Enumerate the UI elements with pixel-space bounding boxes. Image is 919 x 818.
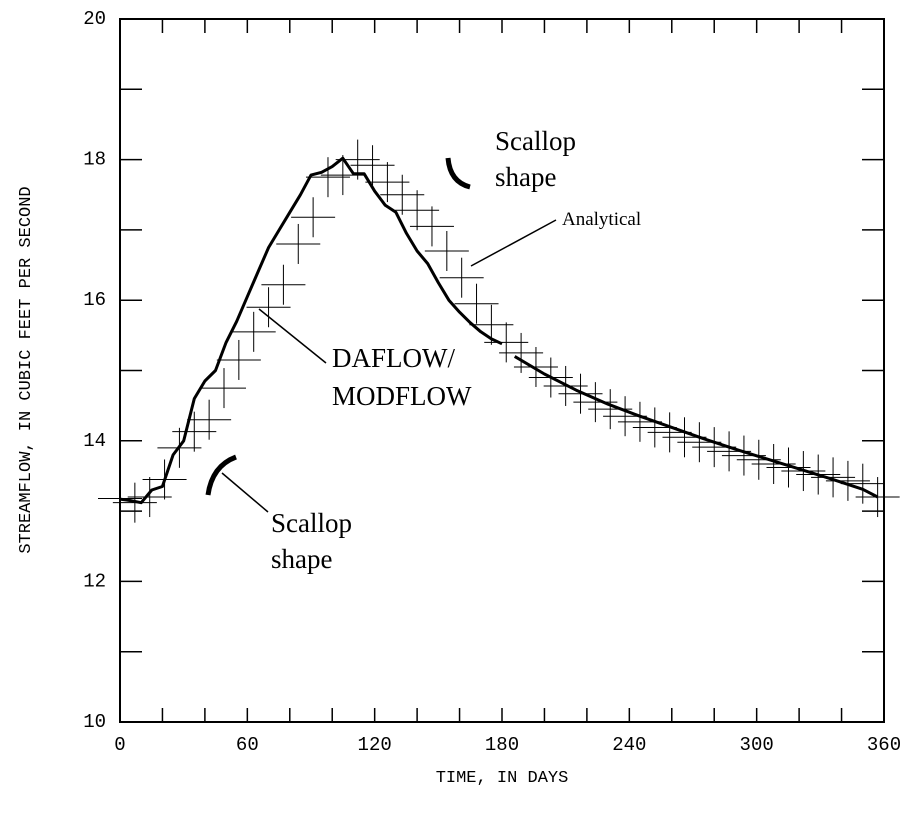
data-point xyxy=(751,443,796,484)
x-tick-label: 60 xyxy=(236,734,259,756)
x-tick-label: 360 xyxy=(867,734,901,756)
scallop-lower-line2: shape xyxy=(271,544,332,574)
data-point xyxy=(766,447,811,488)
data-point xyxy=(439,257,484,298)
data-point xyxy=(201,368,246,409)
x-axis-title: TIME, IN DAYS xyxy=(436,769,569,788)
x-tick-label: 120 xyxy=(358,734,392,756)
data-point xyxy=(454,283,499,324)
y-tick-label: 20 xyxy=(83,8,106,30)
data-point xyxy=(409,206,454,247)
x-tick-label: 240 xyxy=(612,734,646,756)
annotation-analytical: Analytical xyxy=(470,209,641,267)
data-series xyxy=(98,139,900,523)
scallop-lower-mark xyxy=(205,454,237,496)
y-tick-labels: 10 12 14 16 18 20 xyxy=(83,8,106,733)
annotation-scallop-upper: Scallop shape xyxy=(445,126,576,192)
data-point xyxy=(246,287,291,328)
annotation-daflow: DAFLOW/ MODFLOW xyxy=(258,308,472,411)
data-point xyxy=(187,399,232,440)
series-line-daflow-modflow-recession xyxy=(513,355,879,499)
data-point xyxy=(424,230,469,271)
x-tick-label: 300 xyxy=(740,734,774,756)
daflow-leader-line xyxy=(258,308,327,364)
data-point xyxy=(855,477,900,518)
scallop-lower-leader-line xyxy=(221,472,269,513)
y-tick-label: 14 xyxy=(83,430,106,452)
data-point xyxy=(98,478,142,519)
data-point xyxy=(484,322,529,363)
y-tick-label: 18 xyxy=(83,149,106,171)
data-point xyxy=(380,174,425,215)
y-tick-label: 10 xyxy=(83,711,106,733)
y-axis-title: STREAMFLOW, IN CUBIC FEET PER SECOND xyxy=(17,186,36,553)
data-point xyxy=(588,389,633,430)
data-point xyxy=(365,162,410,203)
plot-frame xyxy=(119,18,885,723)
axis-ticks xyxy=(120,19,884,722)
data-point xyxy=(320,155,365,196)
data-point xyxy=(216,339,261,380)
data-point xyxy=(276,223,321,264)
data-point xyxy=(291,197,336,238)
data-point xyxy=(350,145,395,186)
series-markers-analytical xyxy=(98,139,900,523)
data-point xyxy=(305,157,350,198)
daflow-label-line2: MODFLOW xyxy=(332,381,472,411)
data-point xyxy=(261,264,306,305)
x-tick-labels: 0 60 120 180 240 300 360 xyxy=(114,734,901,756)
scallop-upper-line2: shape xyxy=(495,162,556,192)
scallop-upper-line1: Scallop xyxy=(495,126,576,156)
analytical-leader-line xyxy=(470,219,557,267)
analytical-label-text: Analytical xyxy=(562,209,641,230)
data-point xyxy=(157,427,202,468)
scallop-lower-line1: Scallop xyxy=(271,508,352,538)
data-point xyxy=(142,459,187,500)
data-point xyxy=(335,139,380,180)
data-point xyxy=(811,457,856,498)
series-line-daflow-modflow xyxy=(119,156,503,505)
annotation-scallop-lower: Scallop shape xyxy=(205,454,352,574)
daflow-label-line1: DAFLOW/ xyxy=(332,343,455,373)
data-point xyxy=(469,304,514,345)
y-tick-label: 12 xyxy=(83,570,106,592)
y-tick-label: 16 xyxy=(83,289,106,311)
scallop-upper-mark xyxy=(445,157,471,190)
x-tick-label: 180 xyxy=(485,734,519,756)
data-point xyxy=(558,373,603,414)
data-point xyxy=(231,311,276,352)
x-tick-label: 0 xyxy=(114,734,125,756)
